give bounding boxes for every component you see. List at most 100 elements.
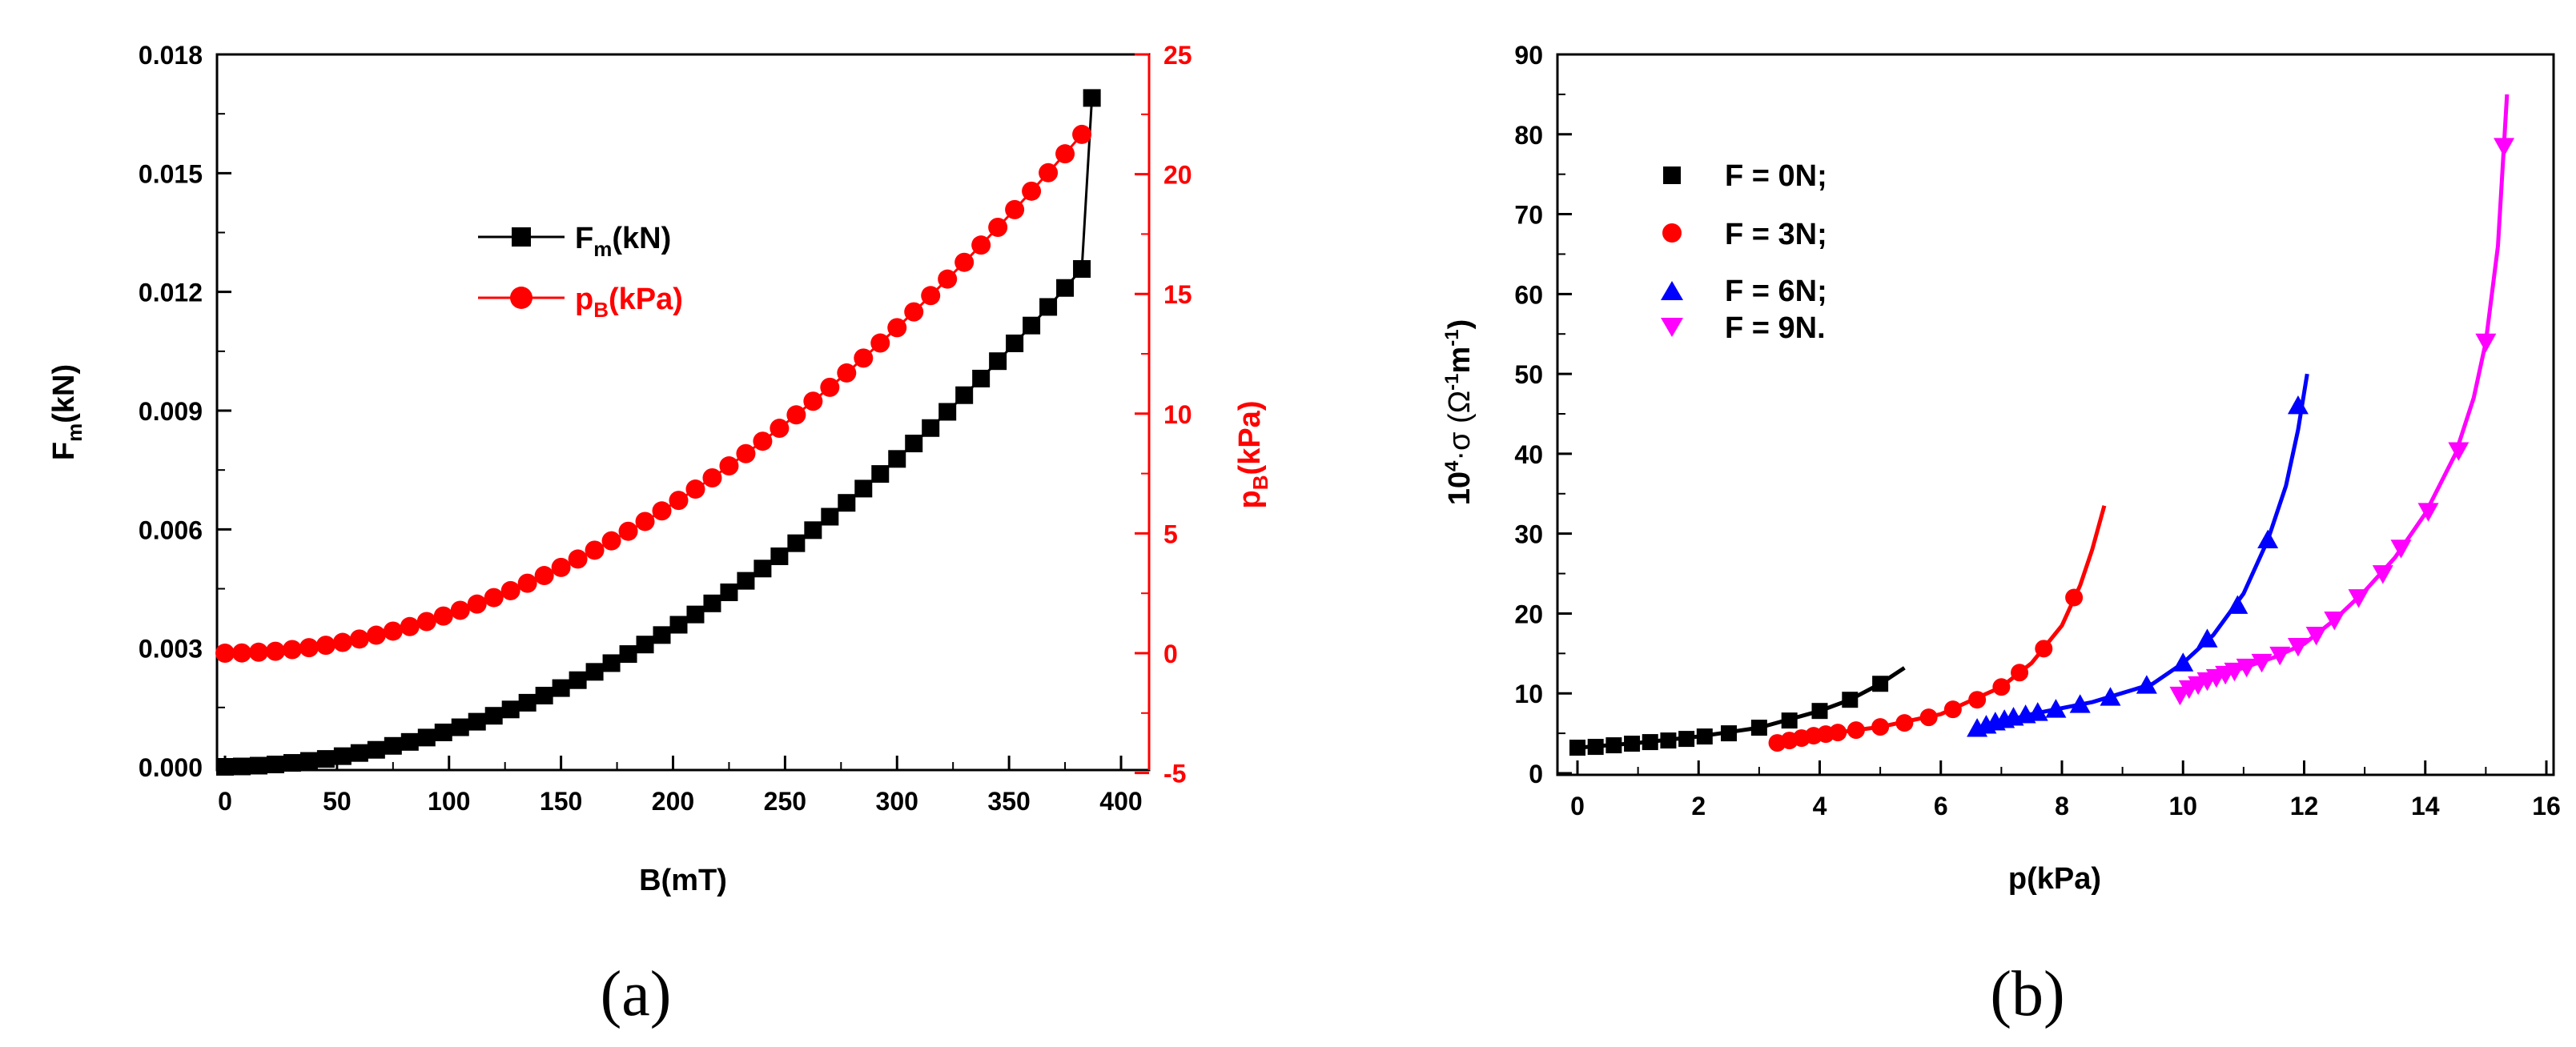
panel-a-series-1-point (921, 286, 941, 306)
panel-b-series-3-point (2475, 333, 2497, 353)
panel-a-series-0-point (619, 645, 637, 664)
panel-b-series-3-point (2305, 626, 2327, 646)
panel-a-right-ylabel-sub: B (1248, 475, 1272, 490)
panel-a-series-1-point (1022, 181, 1042, 201)
panel-b-series-0-point (1605, 737, 1622, 754)
panel-a-series-1-point (1039, 162, 1059, 183)
legend-square-marker (1663, 166, 1681, 184)
y-right-tick-label: 5 (1163, 519, 1178, 548)
x-tick-label: 0 (218, 787, 232, 816)
panel-a-tick-labels: 0 50 100 150 200 250 300 350 4000.0000.0030.0060… (139, 41, 1192, 816)
panel-a-legend: Fm(kN) pB(kPa) (478, 222, 683, 322)
panel-a-legend-fm-sub: m (593, 237, 612, 261)
panel-a-series-1-point (383, 621, 403, 641)
panel-a-left-ylabel-tail: (kN) (47, 364, 81, 423)
x-tick-label: 12 (2290, 792, 2319, 820)
panel-a-series-1-point (231, 643, 251, 663)
panel-b-series-2-point (2069, 694, 2091, 713)
panel-b-ylabel-part1: 10 (1443, 471, 1477, 505)
panel-a-series-0-point (1083, 89, 1101, 107)
x-tick-label: 150 (540, 787, 582, 816)
y-left-tick-label: 0.000 (139, 753, 203, 782)
panel-a-series-1-line (224, 133, 1083, 655)
panel-b-series-0-point (1587, 739, 1604, 756)
panel-a-series-0-point (770, 547, 789, 565)
panel-a-series-1-point (282, 640, 302, 660)
panel-b-series-2-point (2027, 702, 2048, 721)
panel-b-series-3-point (2372, 565, 2393, 584)
panel-a-series-0-point (871, 465, 890, 483)
panel-b-series-2-point (2227, 595, 2248, 614)
panel-a-series-1-point (938, 269, 958, 289)
panel-a-series-0-point (417, 728, 436, 747)
panel-b-plot-frame (1556, 53, 2555, 776)
panel-a-series-0-point (518, 693, 536, 712)
panel-a-series-0-point (299, 752, 318, 770)
panel-b-series-0-point (1842, 692, 1859, 708)
panel-a-series-0-point (989, 352, 1007, 371)
panel-a-series-0-point (434, 723, 452, 741)
y-tick-label: 20 (1514, 600, 1543, 628)
panel-a-series-0-point (585, 663, 604, 681)
panel-a-series-0-point (703, 594, 721, 612)
panel-a-series-0-point (451, 718, 469, 736)
panel-a-legend-item-fm: Fm(kN) (478, 222, 671, 261)
panel-a-series-1-point (215, 644, 235, 663)
panel-a-series-1-point (904, 302, 924, 322)
panel-a-series-1-point (854, 348, 874, 368)
panel-a-right-ylabel-main: p (1233, 490, 1267, 508)
panel-a-series-0-point (737, 572, 755, 590)
panel-a-series (215, 89, 1101, 776)
panel-a-series-0-point (1039, 298, 1058, 316)
panel-b-series-3-point (2348, 589, 2369, 608)
panel-b-series-3-point (2251, 653, 2273, 673)
panel-a-series-1-point (551, 557, 571, 577)
panel-a-ticks (217, 53, 1151, 775)
panel-a-series-1-point (601, 531, 621, 551)
panel-b-legend-label-1: F = 3N; (1725, 218, 1827, 251)
panel-b-series-2-point (2100, 687, 2121, 706)
panel-a-series-1-point (450, 600, 470, 620)
panel-b-series-0-point (1624, 736, 1641, 752)
panel-b-series-3-point (2324, 612, 2345, 631)
panel-a-series-1-point (770, 419, 790, 439)
panel-b-y-axis-title: 104·σ (Ω-1m-1) (1441, 319, 1477, 506)
panel-a-chart: 0 50 100 150 200 250 300 350 4000.0000.0030.0060… (47, 41, 1272, 1029)
panel-a-legend-pb-tail: (kPa) (609, 283, 683, 316)
x-tick-label: 10 (2168, 792, 2197, 820)
panel-a-legend-fm-main: F (575, 222, 593, 255)
svg-text:pB(kPa): pB(kPa) (575, 283, 683, 322)
panel-a-series-0-point (955, 386, 974, 404)
y-tick-label: 40 (1514, 440, 1543, 469)
y-tick-label: 30 (1514, 520, 1543, 549)
panel-a-series-0-point (232, 757, 251, 776)
panel-b-series-1-point (2011, 664, 2029, 682)
panel-b-legend-item-0: F = 0N; (1663, 159, 1827, 193)
panel-a-series-0-point (821, 507, 839, 526)
panel-b-series-1-point (1829, 724, 1847, 742)
panel-a-series-1-point (400, 616, 420, 636)
panel-a-legend-pb-sub: B (593, 298, 609, 322)
panel-b-series-3-point (2224, 662, 2245, 682)
panel-a-series-0-point (468, 712, 486, 731)
panel-b-legend-label-0: F = 0N; (1725, 159, 1827, 193)
panel-a-series-0-line (224, 98, 1094, 768)
panel-b-series-2-point (2257, 529, 2279, 549)
y-tick-label: 0 (1529, 760, 1543, 788)
panel-b-series-2-point (2172, 652, 2194, 672)
panel-a-label: (a) (601, 959, 672, 1029)
y-left-tick-label: 0.003 (139, 635, 203, 664)
panel-b-ticks (1557, 53, 2548, 775)
panel-a-series-0-point (484, 707, 503, 725)
panel-a-series-0-point (602, 654, 621, 672)
panel-a-series-0-point (266, 756, 284, 774)
panel-a-series-0-point (1073, 259, 1091, 278)
panel-a-series-1-point (618, 521, 638, 541)
panel-a-series-1-point (803, 391, 823, 411)
panel-a-series-0-point (888, 450, 906, 468)
x-tick-label: 250 (764, 787, 806, 816)
panel-a-series-1-point (1005, 199, 1025, 219)
x-tick-label: 16 (2532, 792, 2561, 820)
panel-a-series-1-point (585, 540, 605, 560)
